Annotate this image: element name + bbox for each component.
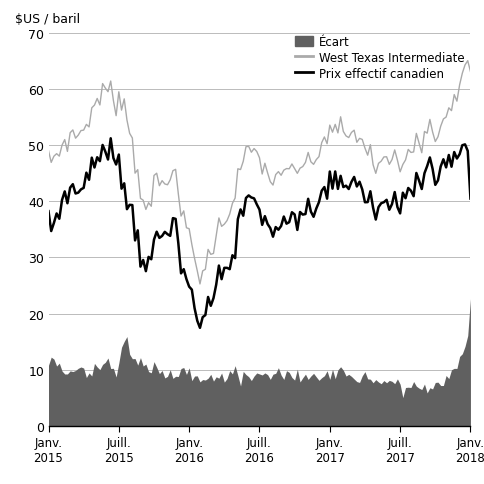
Text: $US / baril: $US / baril [15,13,80,26]
Legend: Écart, West Texas Intermediate, Prix effectif canadien: Écart, West Texas Intermediate, Prix eff… [295,36,464,81]
